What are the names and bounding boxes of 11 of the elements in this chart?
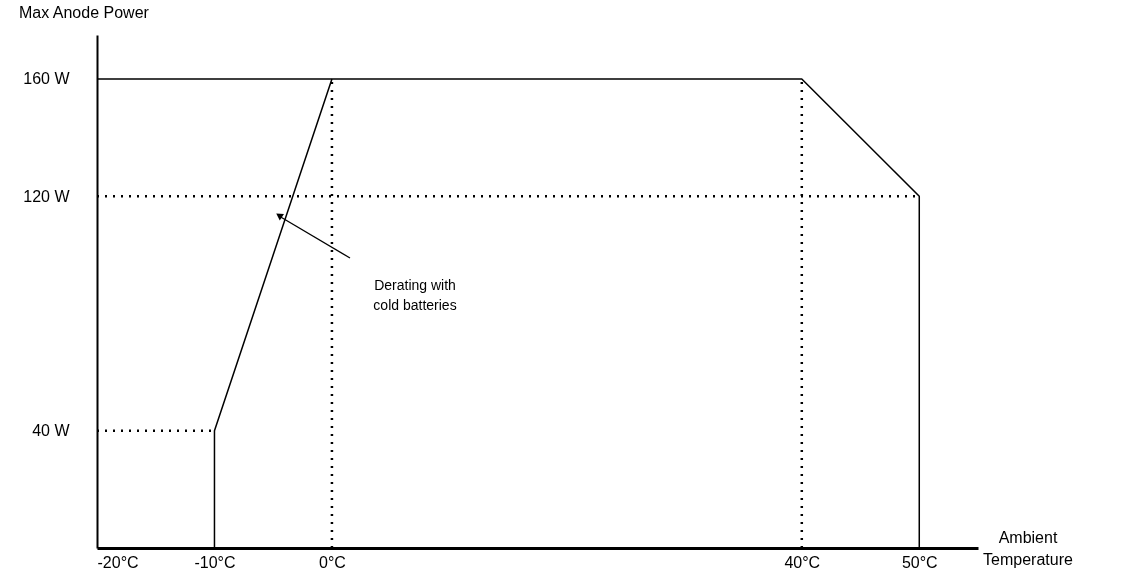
annotation: Derating with cold batteries [373, 277, 457, 313]
y-tick-label: 160 W [23, 70, 71, 88]
y-tick-label: 120 W [23, 187, 71, 205]
y-tick-label: 40 W [32, 422, 71, 440]
x-tick-label: 50°C [901, 553, 938, 571]
x-tick-label: -10°C [194, 553, 236, 571]
x-axis-title: Ambient Temperature [983, 529, 1074, 568]
x-tick-label: -20°C [97, 553, 139, 571]
x-tick-label: 0°C [319, 553, 346, 571]
x-tick-label: 40°C [784, 553, 821, 571]
y-axis-title: Max Anode Power [19, 4, 150, 21]
